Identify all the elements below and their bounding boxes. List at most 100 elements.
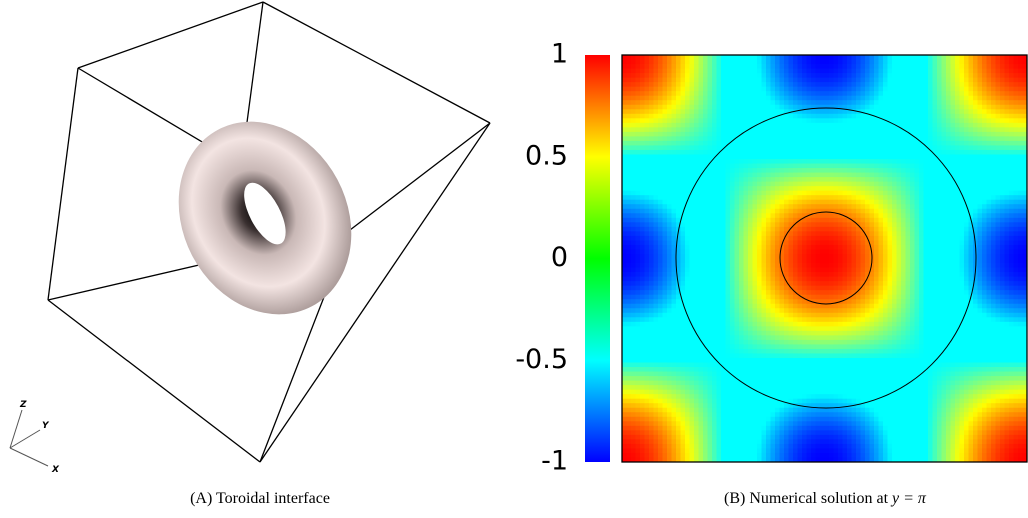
heat-cell xyxy=(635,59,641,65)
heat-cell xyxy=(662,149,668,156)
heat-cell xyxy=(707,109,713,115)
heat-cell xyxy=(739,91,745,97)
heat-cell xyxy=(838,416,844,422)
heat-cell xyxy=(797,339,803,346)
heat-cell xyxy=(752,430,758,436)
heat-cell xyxy=(739,249,745,255)
heat-cell xyxy=(748,371,754,377)
heat-cell xyxy=(653,276,659,282)
heat-cell xyxy=(784,104,790,110)
heat-cell xyxy=(712,376,718,382)
heat-cell xyxy=(658,240,664,246)
heat-cell xyxy=(680,104,686,110)
heat-cell xyxy=(851,421,857,427)
heat-cell xyxy=(635,258,641,264)
heat-cell xyxy=(842,272,848,278)
heat-cell xyxy=(667,213,673,219)
heat-cell xyxy=(626,100,632,106)
heat-cell xyxy=(644,439,650,445)
heat-cell xyxy=(788,149,794,156)
heat-cell xyxy=(752,127,758,133)
heat-cell xyxy=(694,73,700,79)
heat-cell xyxy=(689,222,695,228)
heat-cell xyxy=(851,122,857,128)
heat-cell xyxy=(847,95,853,101)
heat-cell xyxy=(662,190,668,196)
heat-cell xyxy=(779,330,785,336)
heat-cell xyxy=(680,244,686,251)
heat-cell xyxy=(743,86,749,92)
heat-cell xyxy=(793,321,799,327)
heat-cell xyxy=(739,55,745,61)
heat-cell xyxy=(649,231,655,237)
heat-cell xyxy=(856,140,862,147)
heat-cell xyxy=(815,136,821,142)
heat-cell xyxy=(779,371,785,377)
heat-cell xyxy=(860,371,866,377)
heat-cell xyxy=(649,353,655,359)
heat-cell xyxy=(865,172,871,178)
heat-cell xyxy=(622,434,628,440)
heat-cell xyxy=(698,421,704,427)
heat-cell xyxy=(815,443,821,450)
heat-cell xyxy=(689,457,695,462)
heat-cell xyxy=(770,231,776,237)
heat-cell xyxy=(676,186,682,192)
heat-cell xyxy=(730,385,736,391)
heat-cell xyxy=(833,231,839,237)
heat-cell xyxy=(860,104,866,110)
heat-cell xyxy=(784,64,790,70)
heat-cell xyxy=(806,344,812,350)
heat-cell xyxy=(838,244,844,251)
heat-cell xyxy=(730,357,736,364)
heat-cell xyxy=(640,55,646,61)
heat-cell xyxy=(667,145,673,151)
heat-cell xyxy=(788,181,794,187)
heat-cell xyxy=(676,312,682,318)
heat-cell xyxy=(820,168,826,174)
heat-cell xyxy=(811,394,817,400)
heat-cell xyxy=(842,412,848,418)
heat-cell xyxy=(802,357,808,364)
heat-cell xyxy=(820,416,826,422)
heat-cell xyxy=(622,308,628,314)
heat-cell xyxy=(869,59,875,65)
heat-cell xyxy=(842,172,848,178)
heat-cell xyxy=(712,91,718,97)
heat-cell xyxy=(775,416,781,422)
heat-cell xyxy=(739,177,745,183)
heat-cell xyxy=(802,104,808,110)
heat-cell xyxy=(797,213,803,219)
heat-cell xyxy=(667,258,673,264)
heat-cell xyxy=(842,226,848,232)
heat-cell xyxy=(833,213,839,219)
heat-cell xyxy=(685,186,691,192)
heat-cell xyxy=(671,430,677,436)
heat-cell xyxy=(707,326,713,332)
heat-cell xyxy=(721,195,727,201)
heat-cell xyxy=(649,398,655,404)
heat-cell xyxy=(635,448,641,454)
heat-cell xyxy=(685,109,691,115)
heat-cell xyxy=(649,204,655,210)
heat-cell xyxy=(766,321,772,327)
heat-cell xyxy=(748,330,754,336)
heat-cell xyxy=(779,177,785,183)
heat-cell xyxy=(842,231,848,237)
heat-cell xyxy=(622,73,628,79)
heat-cell xyxy=(698,308,704,314)
heat-cell xyxy=(698,59,704,65)
heat-cell xyxy=(689,416,695,422)
heat-cell xyxy=(856,457,862,462)
heat-cell xyxy=(739,226,745,232)
heat-cell xyxy=(635,321,641,327)
heat-cell xyxy=(842,131,848,137)
heat-cell xyxy=(869,217,875,223)
heat-cell xyxy=(788,258,794,264)
heat-cell xyxy=(748,154,754,160)
heat-cell xyxy=(640,213,646,219)
heat-cell xyxy=(784,367,790,373)
heat-cell xyxy=(707,199,713,205)
heat-cell xyxy=(775,199,781,205)
heat-cell xyxy=(653,100,659,106)
